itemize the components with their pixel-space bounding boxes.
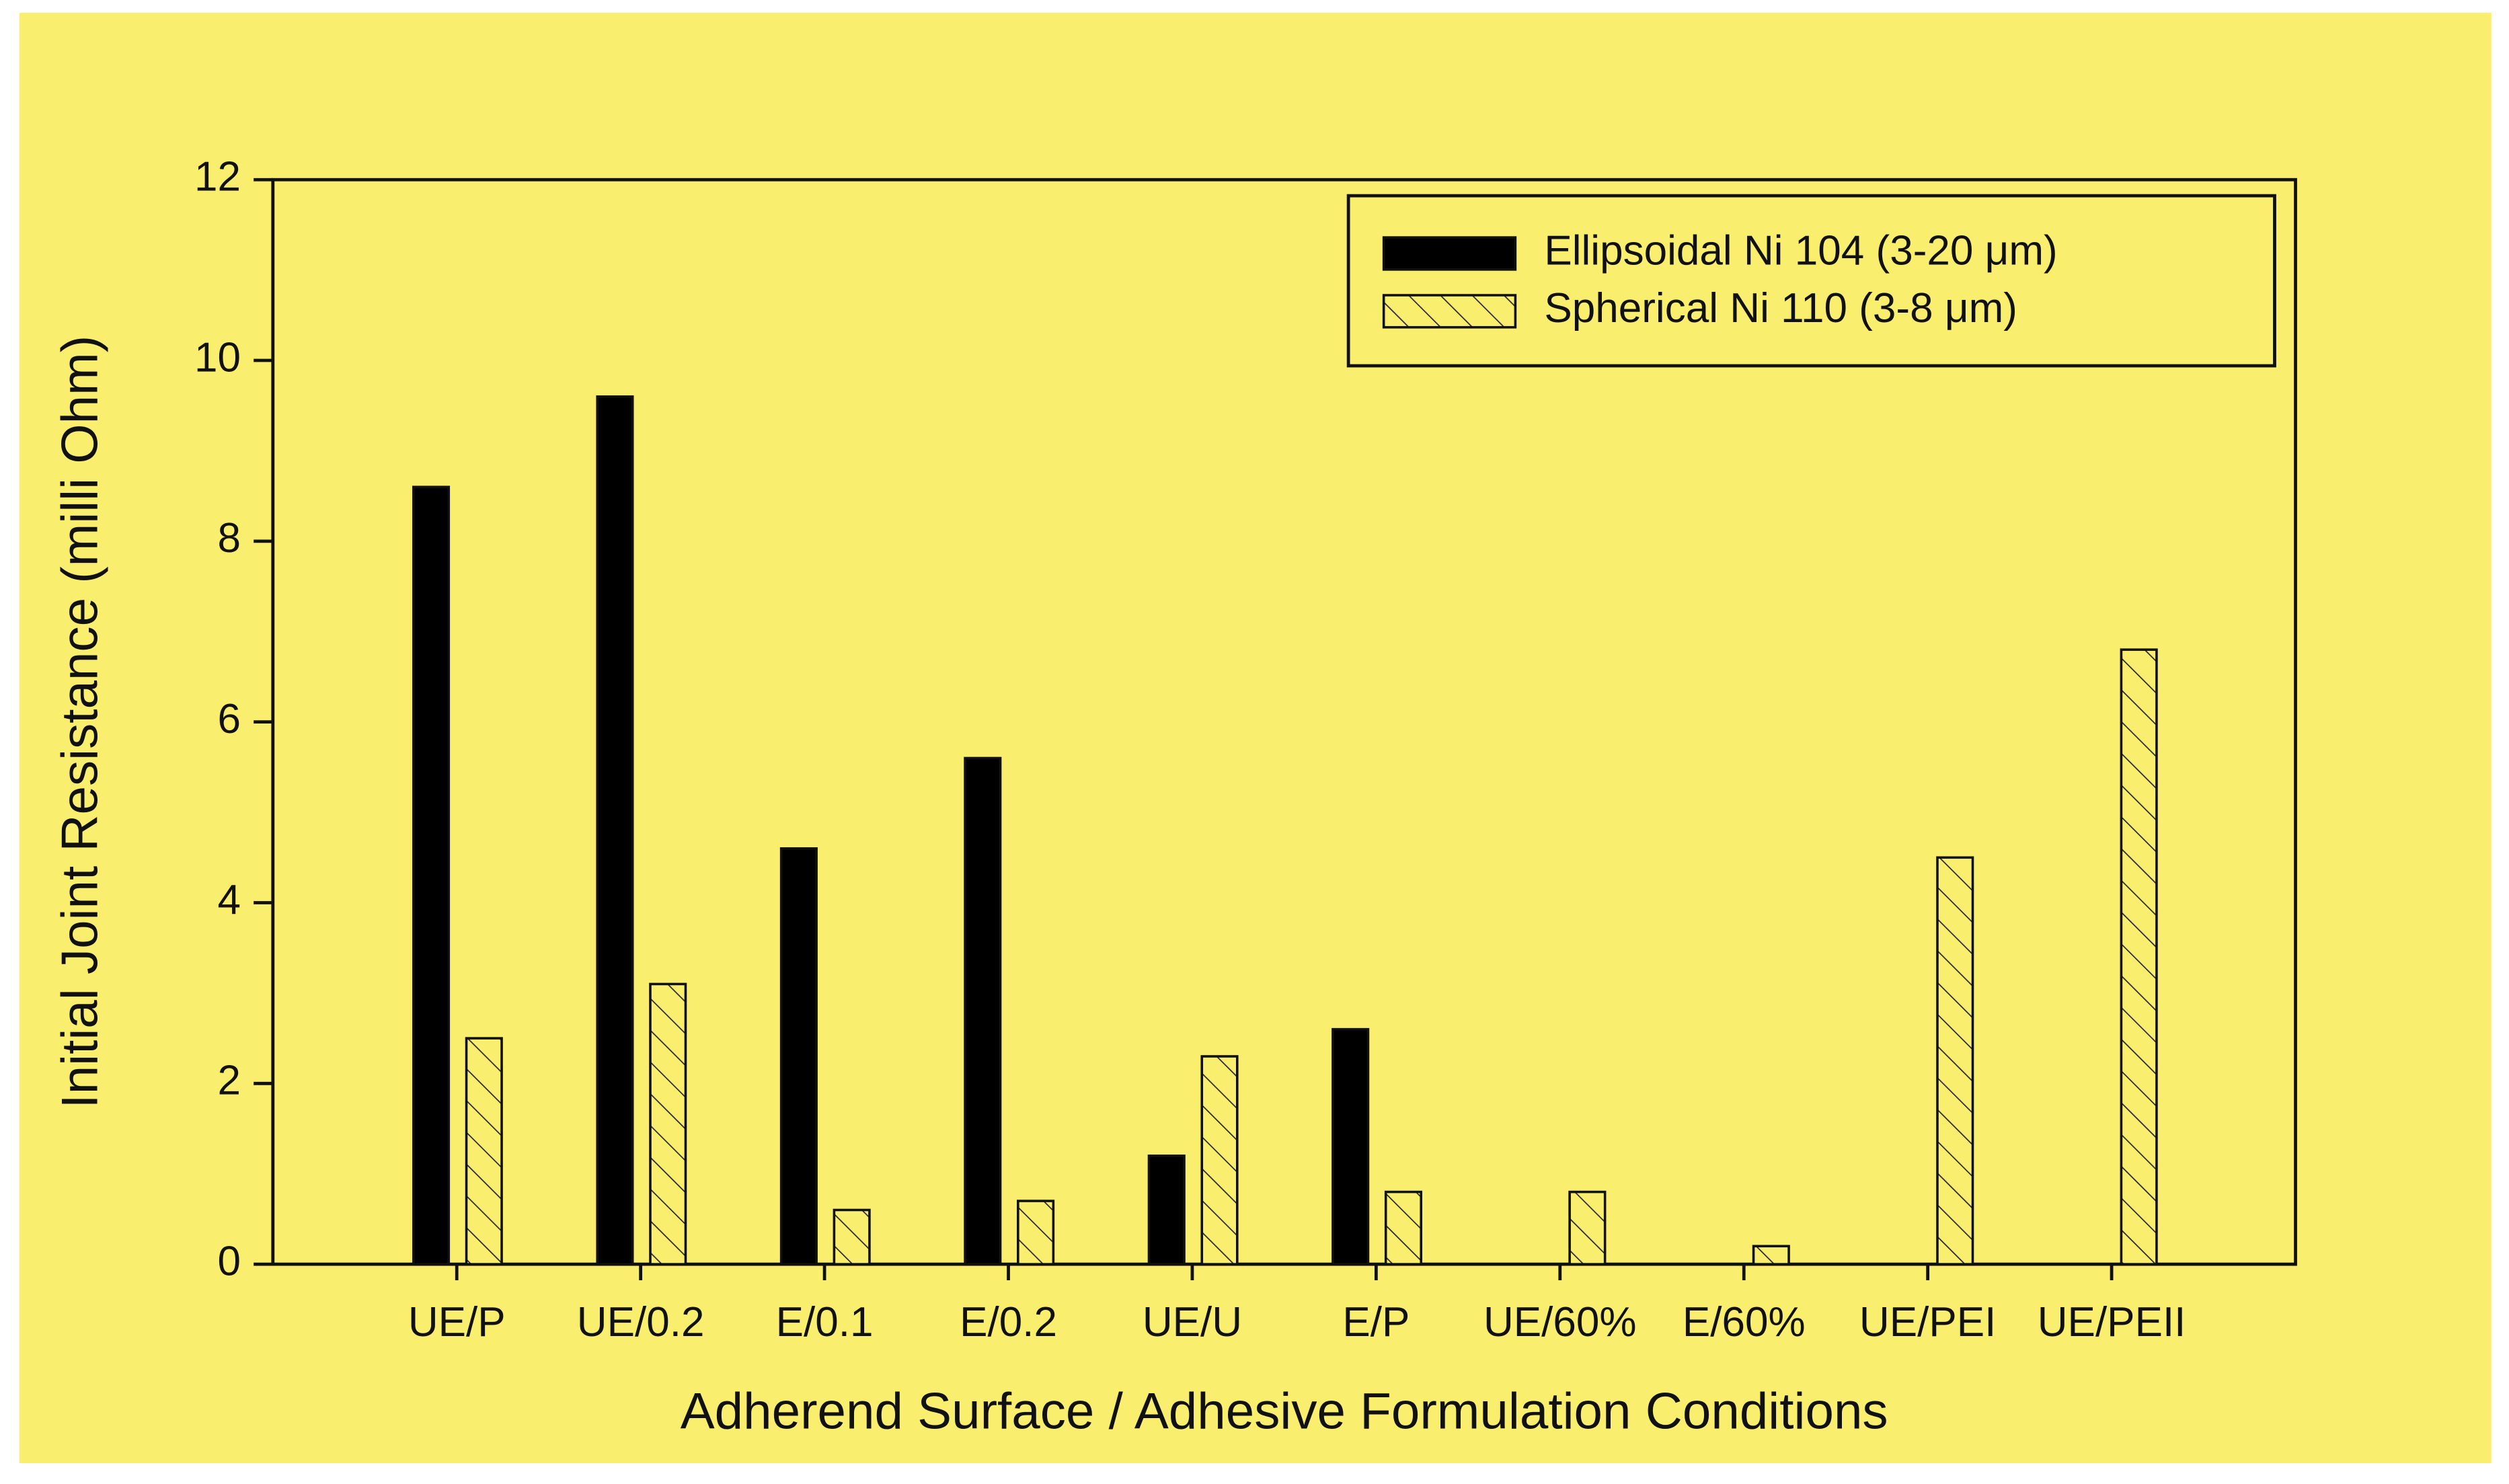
y-tick-label: 0	[218, 1239, 241, 1285]
bar	[1331, 1027, 1370, 1265]
bar	[833, 1208, 871, 1265]
legend-box	[1346, 194, 2276, 368]
legend-swatch	[1382, 236, 1517, 271]
y-axis-title: Initial Joint Resistance (milli Ohm)	[51, 336, 108, 1109]
bar	[1017, 1200, 1055, 1265]
bar	[1752, 1245, 1790, 1265]
x-tick-label: UE/PEI	[1859, 1299, 1996, 1345]
x-tick-label: UE/0.2	[577, 1299, 705, 1345]
legend-swatch	[1382, 294, 1517, 329]
y-tick-label: 4	[218, 877, 241, 923]
bar	[465, 1037, 503, 1265]
bar	[649, 982, 687, 1265]
x-tick-label: UE/60%	[1483, 1299, 1637, 1345]
bar	[412, 485, 451, 1265]
y-tick-label: 8	[218, 515, 241, 561]
x-tick-label: E/P	[1342, 1299, 1410, 1345]
bar	[1147, 1155, 1186, 1265]
x-tick-label: E/60%	[1683, 1299, 1806, 1345]
y-tick-label: 12	[194, 154, 241, 200]
bar	[779, 847, 818, 1265]
legend-label: Spherical Ni 110 (3-8 μm)	[1544, 285, 2017, 331]
bar	[964, 756, 1002, 1265]
x-tick-label: UE/P	[408, 1299, 506, 1345]
x-tick-label: E/0.1	[776, 1299, 874, 1345]
x-tick-label: UE/PEII	[2038, 1299, 2186, 1345]
bar	[1568, 1190, 1607, 1265]
bar	[1200, 1055, 1239, 1265]
legend-label: Ellipsoidal Ni 104 (3-20 μm)	[1544, 227, 2057, 274]
bar	[2120, 648, 2158, 1265]
y-tick-label: 2	[218, 1058, 241, 1104]
x-tick-label: E/0.2	[960, 1299, 1057, 1345]
bar	[1384, 1190, 1423, 1265]
y-tick-label: 10	[194, 334, 241, 381]
y-tick-label: 6	[218, 696, 241, 742]
x-axis-title: Adherend Surface / Adhesive Formulation …	[681, 1383, 1888, 1440]
x-tick-label: UE/U	[1143, 1299, 1242, 1345]
bar	[1936, 856, 1974, 1265]
bar	[596, 395, 634, 1265]
legend: Ellipsoidal Ni 104 (3-20 μm) Spherical Ni…	[1346, 194, 2276, 368]
